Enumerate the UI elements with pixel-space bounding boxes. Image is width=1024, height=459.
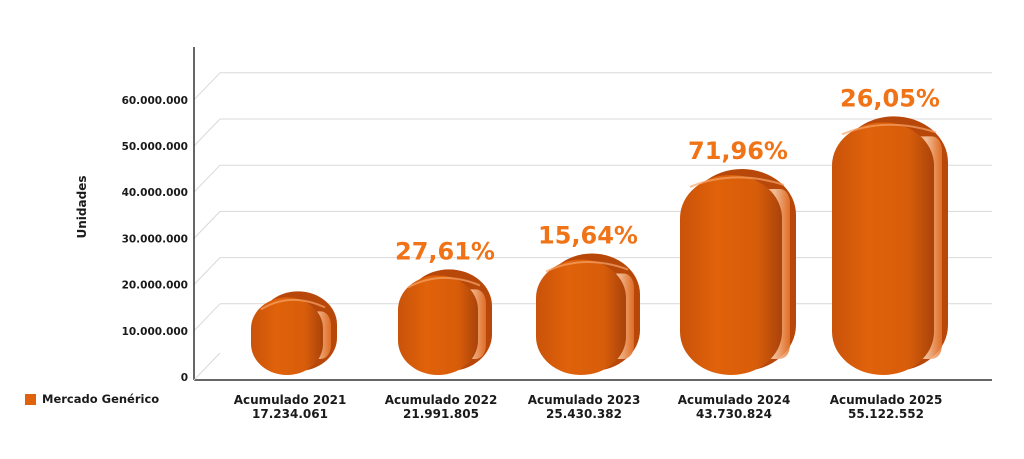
y-tick-label: 60.000.000	[122, 95, 188, 107]
gridline-diagonal	[193, 164, 221, 193]
legend: Mercado Genérico	[25, 392, 159, 406]
y-tick-label: 30.000.000	[122, 233, 188, 245]
legend-swatch	[25, 393, 36, 405]
legend-label: Mercado Genérico	[42, 392, 160, 406]
y-tick-label: 0	[181, 372, 188, 384]
floor-diagonal	[193, 352, 221, 381]
x-category-label: Acumulado 2024	[678, 393, 791, 407]
gridline-diagonal	[193, 118, 221, 147]
x-value-label: 17.234.061	[252, 407, 328, 421]
bar	[832, 116, 948, 376]
bar-layer	[251, 116, 948, 376]
bar	[251, 291, 337, 375]
bar	[680, 168, 796, 375]
x-value-label: 21.991.805	[403, 407, 479, 421]
growth-percentage-label: 15,64%	[538, 222, 638, 250]
gridline-diagonal	[193, 72, 221, 101]
x-category-label: Acumulado 2021	[234, 393, 347, 407]
growth-percentage-label: 27,61%	[395, 237, 495, 265]
y-axis-label: Unidades	[75, 176, 89, 239]
y-tick-label: 40.000.000	[122, 187, 188, 199]
gridline-diagonal	[193, 303, 221, 332]
y-tick-label: 20.000.000	[122, 280, 188, 292]
x-category-label: Acumulado 2022	[385, 393, 498, 407]
x-value-label: 55.122.552	[848, 407, 924, 421]
x-value-label: 25.430.382	[546, 407, 622, 421]
bar	[536, 253, 640, 375]
label-layer: 0 10.000.000 20.000.000 30.000.000 40.000.00…	[122, 84, 943, 421]
y-tick-label: 50.000.000	[122, 141, 188, 153]
x-value-label: 43.730.824	[696, 407, 772, 421]
gridline-diagonal	[193, 257, 221, 285]
growth-percentage-label: 71,96%	[688, 137, 788, 165]
growth-percentage-label: 26,05%	[840, 84, 940, 112]
gridline-diagonal	[193, 211, 221, 239]
y-tick-label: 10.000.000	[122, 326, 188, 338]
bar	[398, 269, 492, 375]
axis-layer	[193, 47, 992, 381]
x-category-label: Acumulado 2023	[528, 393, 641, 407]
x-category-label: Acumulado 2025	[830, 393, 943, 407]
